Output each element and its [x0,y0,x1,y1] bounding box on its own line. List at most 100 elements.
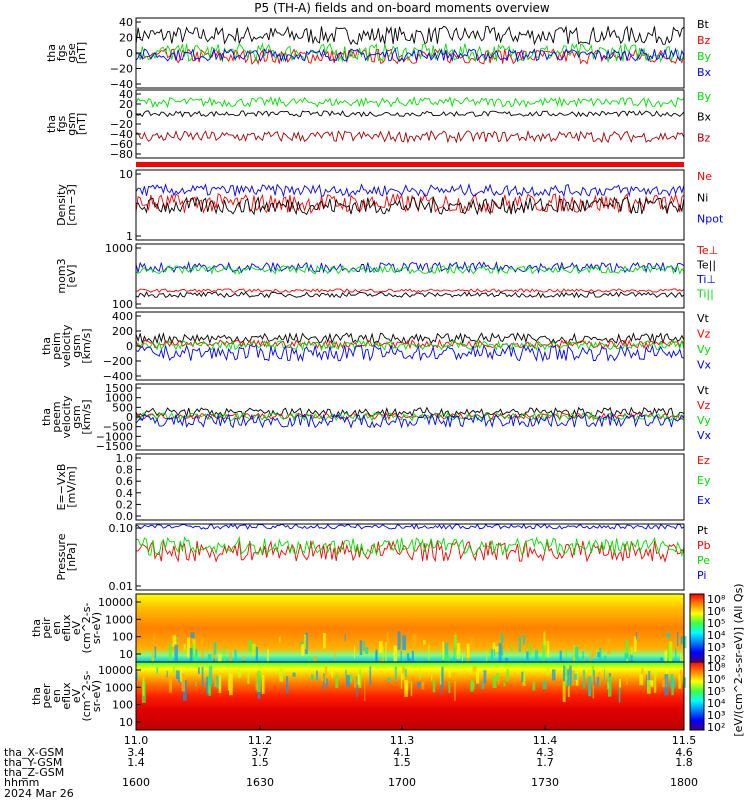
spectrogram-streak [582,651,584,662]
colorbar-tick: 10⁸ [707,593,726,606]
y-axis-label: eflux [60,614,73,642]
spectrogram-streak [559,650,562,662]
legend-entry-By: By [697,50,712,63]
spectrogram-streak [476,668,480,684]
spectrogram-streak [423,640,426,645]
y-tick-label: 500 [112,401,133,414]
spectrogram-streak [359,640,363,656]
spectrogram-streak [635,632,638,640]
spectrogram-streak [218,675,222,694]
spectrogram-streak [369,666,372,686]
legend-entry-Ni: Ni [697,191,708,204]
spectrogram-streak [354,645,356,659]
spectrogram-streak [359,668,361,688]
spectrogram-streak [385,641,387,662]
spectrogram-streak [432,680,436,693]
footer-row-value: 1630 [246,776,274,789]
y-tick-label: 0.10 [109,522,134,535]
spectrogram-streak [481,681,485,690]
y-axis-label: [eV] [65,265,78,288]
footer-date: 2024 Mar 26 [4,787,74,800]
spectrogram-streak [237,670,242,678]
spectrogram-streak [353,679,357,688]
y-tick-label: −60 [110,138,133,151]
spectrogram-streak [571,670,575,686]
y-tick-label: −80 [110,148,133,161]
y-axis-label: tha [30,687,43,705]
footer-row-value: 3.4 [127,746,145,759]
y-axis-label: peer [40,683,53,709]
spectrogram-streak [495,646,499,652]
y-tick-label: 0 [126,108,133,121]
spectrogram-streak [214,673,218,687]
spectrogram-streak [172,635,177,647]
spectrogram-streak [670,674,674,689]
x-tick-label: 11.3 [390,734,415,747]
series-temp-Te|| [135,291,685,299]
spectrogram-streak [206,676,209,695]
spectrogram-streak [136,671,138,681]
spectrogram-streak [402,673,405,680]
y-tick-label: 0 [126,340,133,353]
footer-row-value: 3.7 [251,746,269,759]
spectrogram-streak [402,666,405,675]
spectrogram-streak [529,643,532,656]
series-fgs-gsm-Bx [135,110,685,118]
y-tick-label: 0.2 [116,498,134,511]
spectrogram-streak [223,655,226,662]
y-axis-label: Density [55,184,68,226]
spectrogram-streak [543,631,546,651]
legend-entry-Ne: Ne [697,170,712,183]
x-axis-footer: 11.0 11.2 11.3 11.4 11.5 tha_X-GSM 3.4 3.7 4.1 4.… [4,725,698,800]
spectrogram-streak [534,650,539,662]
y-axis-label: [km/s] [80,328,93,363]
legend-entry-Ey: Ey [697,474,711,487]
spectrogram-streak [462,653,464,662]
spectrogram-streak [506,669,509,682]
colorbar-tick: 10³ [707,709,725,722]
spectrogram-streak [454,680,456,701]
spectrogram-streak [242,655,245,660]
spectrogram-streak [400,650,402,662]
spectrogram-streak [394,666,397,681]
spectrogram-streak [597,652,600,658]
spectrogram-streak [322,633,326,649]
y-axis-label: [mV/m] [65,466,78,507]
spectrogram-streak [592,665,594,676]
spectrogram-frame [135,661,685,731]
spectrogram-streak [444,642,449,662]
spectrogram-streak [604,655,607,662]
legend-entry-Vz: Vz [697,399,711,412]
spectrogram-streak [345,669,347,676]
spectrogram-streak [175,636,180,651]
spectrogram-peir: 10000 1000 100 10 thapeirenefluxeV(cm^2-s-sr… [30,593,726,666]
y-axis-label: eV [70,620,83,635]
spectrogram-streak [379,658,384,662]
spectrogram-streak [208,666,213,686]
spectrogram-streak [216,675,221,689]
spectrogram-streak [234,649,237,662]
y-axis-label: gsm [70,405,83,428]
panel-frame [135,453,685,521]
spectrogram-streak [227,669,230,691]
spectrogram-streak [192,639,196,654]
spectrogram-streak [582,670,586,689]
spectrogram-image [136,594,684,662]
spectrogram-streak [451,672,456,680]
spectrogram-streak [483,670,487,684]
y-tick-label: 400 [112,310,133,323]
legend-entry-Te⊥: Te⊥ [696,244,718,257]
spectrogram-streak [217,654,222,662]
spectrogram-streak [138,644,141,655]
spectrogram-streak [305,632,308,655]
spectrogram-streak [194,654,197,662]
spectrogram-streak [470,680,474,692]
footer-row-value: 1600 [122,776,150,789]
y-axis-label: tha [40,408,53,426]
spectrogram-streak [183,644,186,651]
spectrogram-streak [153,632,156,646]
spectrogram-streak [300,641,303,647]
spectrogram-streak [682,655,685,662]
spectrogram-streak [496,673,499,682]
